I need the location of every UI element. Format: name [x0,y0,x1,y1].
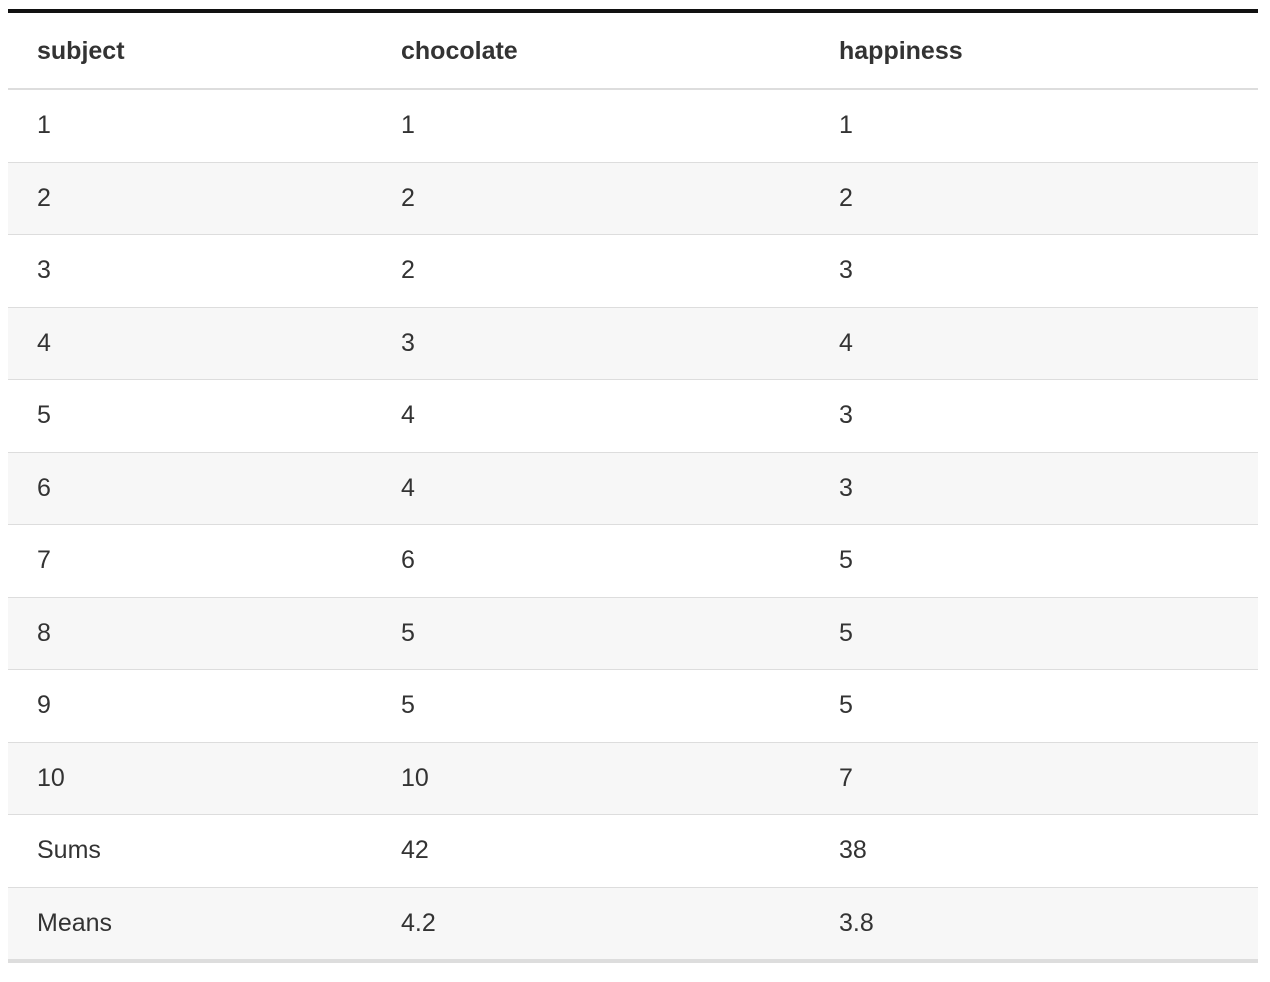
table-row: 3 2 3 [8,234,1258,308]
cell-happiness: 3 [810,379,1258,453]
cell-subject: 4 [8,306,372,380]
cell-happiness: 1 [810,88,1258,163]
cell-chocolate: 3 [372,306,810,380]
cell-chocolate: 4 [372,379,810,453]
cell-happiness-mean: 3.8 [810,886,1258,962]
cell-chocolate: 5 [372,596,810,670]
table-row: 5 4 3 [8,379,1258,453]
cell-chocolate-sum: 42 [372,814,810,888]
cell-happiness: 4 [810,306,1258,380]
cell-subject: 5 [8,379,372,453]
column-header-happiness: happiness [810,11,1258,90]
cell-chocolate: 10 [372,741,810,815]
cell-happiness: 5 [810,669,1258,743]
cell-happiness: 5 [810,524,1258,598]
table-body: 1 1 1 2 2 2 3 2 3 4 3 4 5 4 3 [8,88,1258,962]
cell-chocolate: 2 [372,161,810,235]
cell-subject: 9 [8,669,372,743]
cell-happiness-sum: 38 [810,814,1258,888]
cell-happiness: 2 [810,161,1258,235]
cell-subject: 6 [8,451,372,525]
table-row: 2 2 2 [8,161,1258,235]
cell-happiness: 3 [810,451,1258,525]
cell-happiness: 3 [810,234,1258,308]
table-row: 4 3 4 [8,306,1258,380]
cell-subject: 10 [8,741,372,815]
cell-happiness: 7 [810,741,1258,815]
data-table: subject chocolate happiness 1 1 1 2 2 2 … [8,9,1258,963]
cell-subject: 8 [8,596,372,670]
cell-subject: 7 [8,524,372,598]
cell-sums-label: Sums [8,814,372,888]
cell-means-label: Means [8,886,372,962]
cell-chocolate-mean: 4.2 [372,886,810,962]
column-header-subject: subject [8,11,372,90]
header-row: subject chocolate happiness [8,11,1258,90]
data-table-container: subject chocolate happiness 1 1 1 2 2 2 … [8,9,1258,963]
means-row: Means 4.2 3.8 [8,886,1258,962]
cell-chocolate: 6 [372,524,810,598]
cell-subject: 2 [8,161,372,235]
table-row: 6 4 3 [8,451,1258,525]
cell-happiness: 5 [810,596,1258,670]
sums-row: Sums 42 38 [8,814,1258,888]
cell-chocolate: 5 [372,669,810,743]
table-row: 7 6 5 [8,524,1258,598]
cell-chocolate: 1 [372,88,810,163]
cell-subject: 1 [8,88,372,163]
table-header: subject chocolate happiness [8,11,1258,90]
table-row: 1 1 1 [8,88,1258,163]
cell-chocolate: 2 [372,234,810,308]
cell-chocolate: 4 [372,451,810,525]
table-row: 9 5 5 [8,669,1258,743]
column-header-chocolate: chocolate [372,11,810,90]
table-row: 8 5 5 [8,596,1258,670]
cell-subject: 3 [8,234,372,308]
table-row: 10 10 7 [8,741,1258,815]
